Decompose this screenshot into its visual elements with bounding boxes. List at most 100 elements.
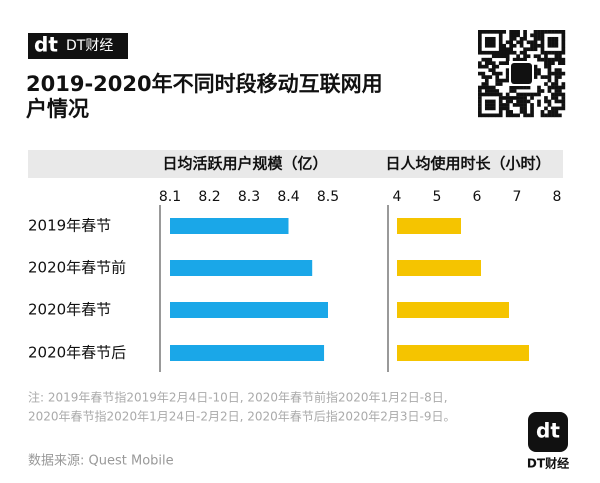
qr-cell (509, 36, 513, 41)
qr-cell (498, 61, 503, 65)
qr-cell (561, 82, 566, 86)
qr-cell (523, 96, 527, 100)
qr-cell (498, 78, 503, 83)
qr-cell (488, 75, 493, 79)
category-label: 2020年春节后 (28, 344, 126, 362)
qr-cell (540, 43, 545, 48)
qr-cell (484, 99, 489, 104)
qr-cell (561, 85, 566, 90)
qr-cell (509, 47, 513, 52)
qr-cell (516, 33, 520, 38)
qr-cell (523, 103, 527, 107)
qr-cell (526, 85, 531, 90)
qr-cell (547, 85, 552, 90)
qr-cell (523, 50, 527, 55)
qr-cell (498, 47, 503, 52)
qr-cell (505, 78, 510, 83)
qr-cell (523, 30, 527, 34)
qr-cell (533, 47, 538, 52)
qr-cell (484, 57, 489, 62)
qr-cell (481, 82, 486, 86)
qr-cell (478, 99, 482, 104)
qr-cell (530, 40, 534, 45)
qr-cell (488, 61, 493, 65)
qr-cell (547, 99, 552, 104)
qr-cell (558, 85, 562, 90)
qr-cell (505, 96, 510, 100)
qr-cell (551, 57, 555, 62)
qr-cell (547, 113, 552, 118)
qr-cell (488, 50, 493, 55)
qr-cell (509, 113, 513, 118)
qr-cell (523, 47, 527, 52)
qr-cell (533, 75, 538, 79)
qr-cell (537, 30, 541, 34)
qr-cell (484, 43, 489, 48)
qr-cell (537, 103, 541, 107)
qr-cell (533, 43, 538, 48)
qr-cell (484, 103, 489, 107)
qr-cell (523, 110, 527, 114)
qr-cell (561, 36, 566, 41)
qr-cell (554, 75, 559, 79)
qr-cell (495, 71, 500, 76)
qr-cell (561, 43, 566, 48)
qr-cell (554, 78, 559, 83)
qr-cell (491, 106, 496, 111)
qr-cell (505, 57, 510, 62)
qr-cell (478, 103, 482, 107)
x-tick-label: 8 (553, 189, 562, 205)
qr-cell (509, 89, 513, 93)
qr-cell (516, 99, 520, 104)
qr-cell (558, 54, 562, 59)
category-label: 2020年春节前 (28, 259, 126, 277)
qr-cell (554, 106, 559, 111)
qr-cell (537, 54, 541, 59)
qr-cell (478, 61, 482, 65)
qr-cell (554, 110, 559, 114)
qr-cell (561, 71, 566, 76)
qr-cell (533, 92, 538, 97)
title-box: 2019-2020年不同时段移动互联网用户情况 (26, 72, 383, 121)
qr-cell (544, 64, 548, 69)
qr-cell (498, 106, 503, 111)
qr-cell (547, 71, 552, 76)
qr-cell (554, 40, 559, 45)
qr-cell (488, 89, 493, 93)
qr-cell (554, 82, 559, 86)
bar (397, 218, 461, 234)
qr-cell (561, 106, 566, 111)
qr-cell (540, 50, 545, 55)
qr-cell (551, 85, 555, 90)
qr-cell (495, 54, 500, 59)
qr-cell (502, 47, 507, 52)
qr-cell (533, 30, 538, 34)
qr-cell (491, 113, 496, 118)
qr-cell (547, 110, 552, 114)
qr-cell (495, 75, 500, 79)
qr-cell (488, 103, 493, 107)
qr-cell (519, 43, 524, 48)
qr-cell (554, 50, 559, 55)
qr-cell (502, 43, 507, 48)
qr-cell (537, 89, 541, 93)
qr-cell (478, 64, 482, 69)
qr-cell (491, 99, 496, 104)
qr-cell (478, 89, 482, 93)
qr-cell (512, 43, 517, 48)
qr-cell (484, 50, 489, 55)
qr-cell (488, 36, 493, 41)
qr-cell (526, 99, 531, 104)
qr-cell (484, 85, 489, 90)
qr-cell (561, 103, 566, 107)
qr-cell (505, 50, 510, 55)
qr-cell (505, 54, 510, 59)
panel-header: 日人均使用时长（小时） (385, 155, 550, 173)
qr-cell (516, 54, 520, 59)
qr-cell (491, 61, 496, 65)
qr-cell (491, 85, 496, 90)
qr-cell (558, 57, 562, 62)
qr-cell (509, 43, 513, 48)
bar (170, 345, 325, 361)
